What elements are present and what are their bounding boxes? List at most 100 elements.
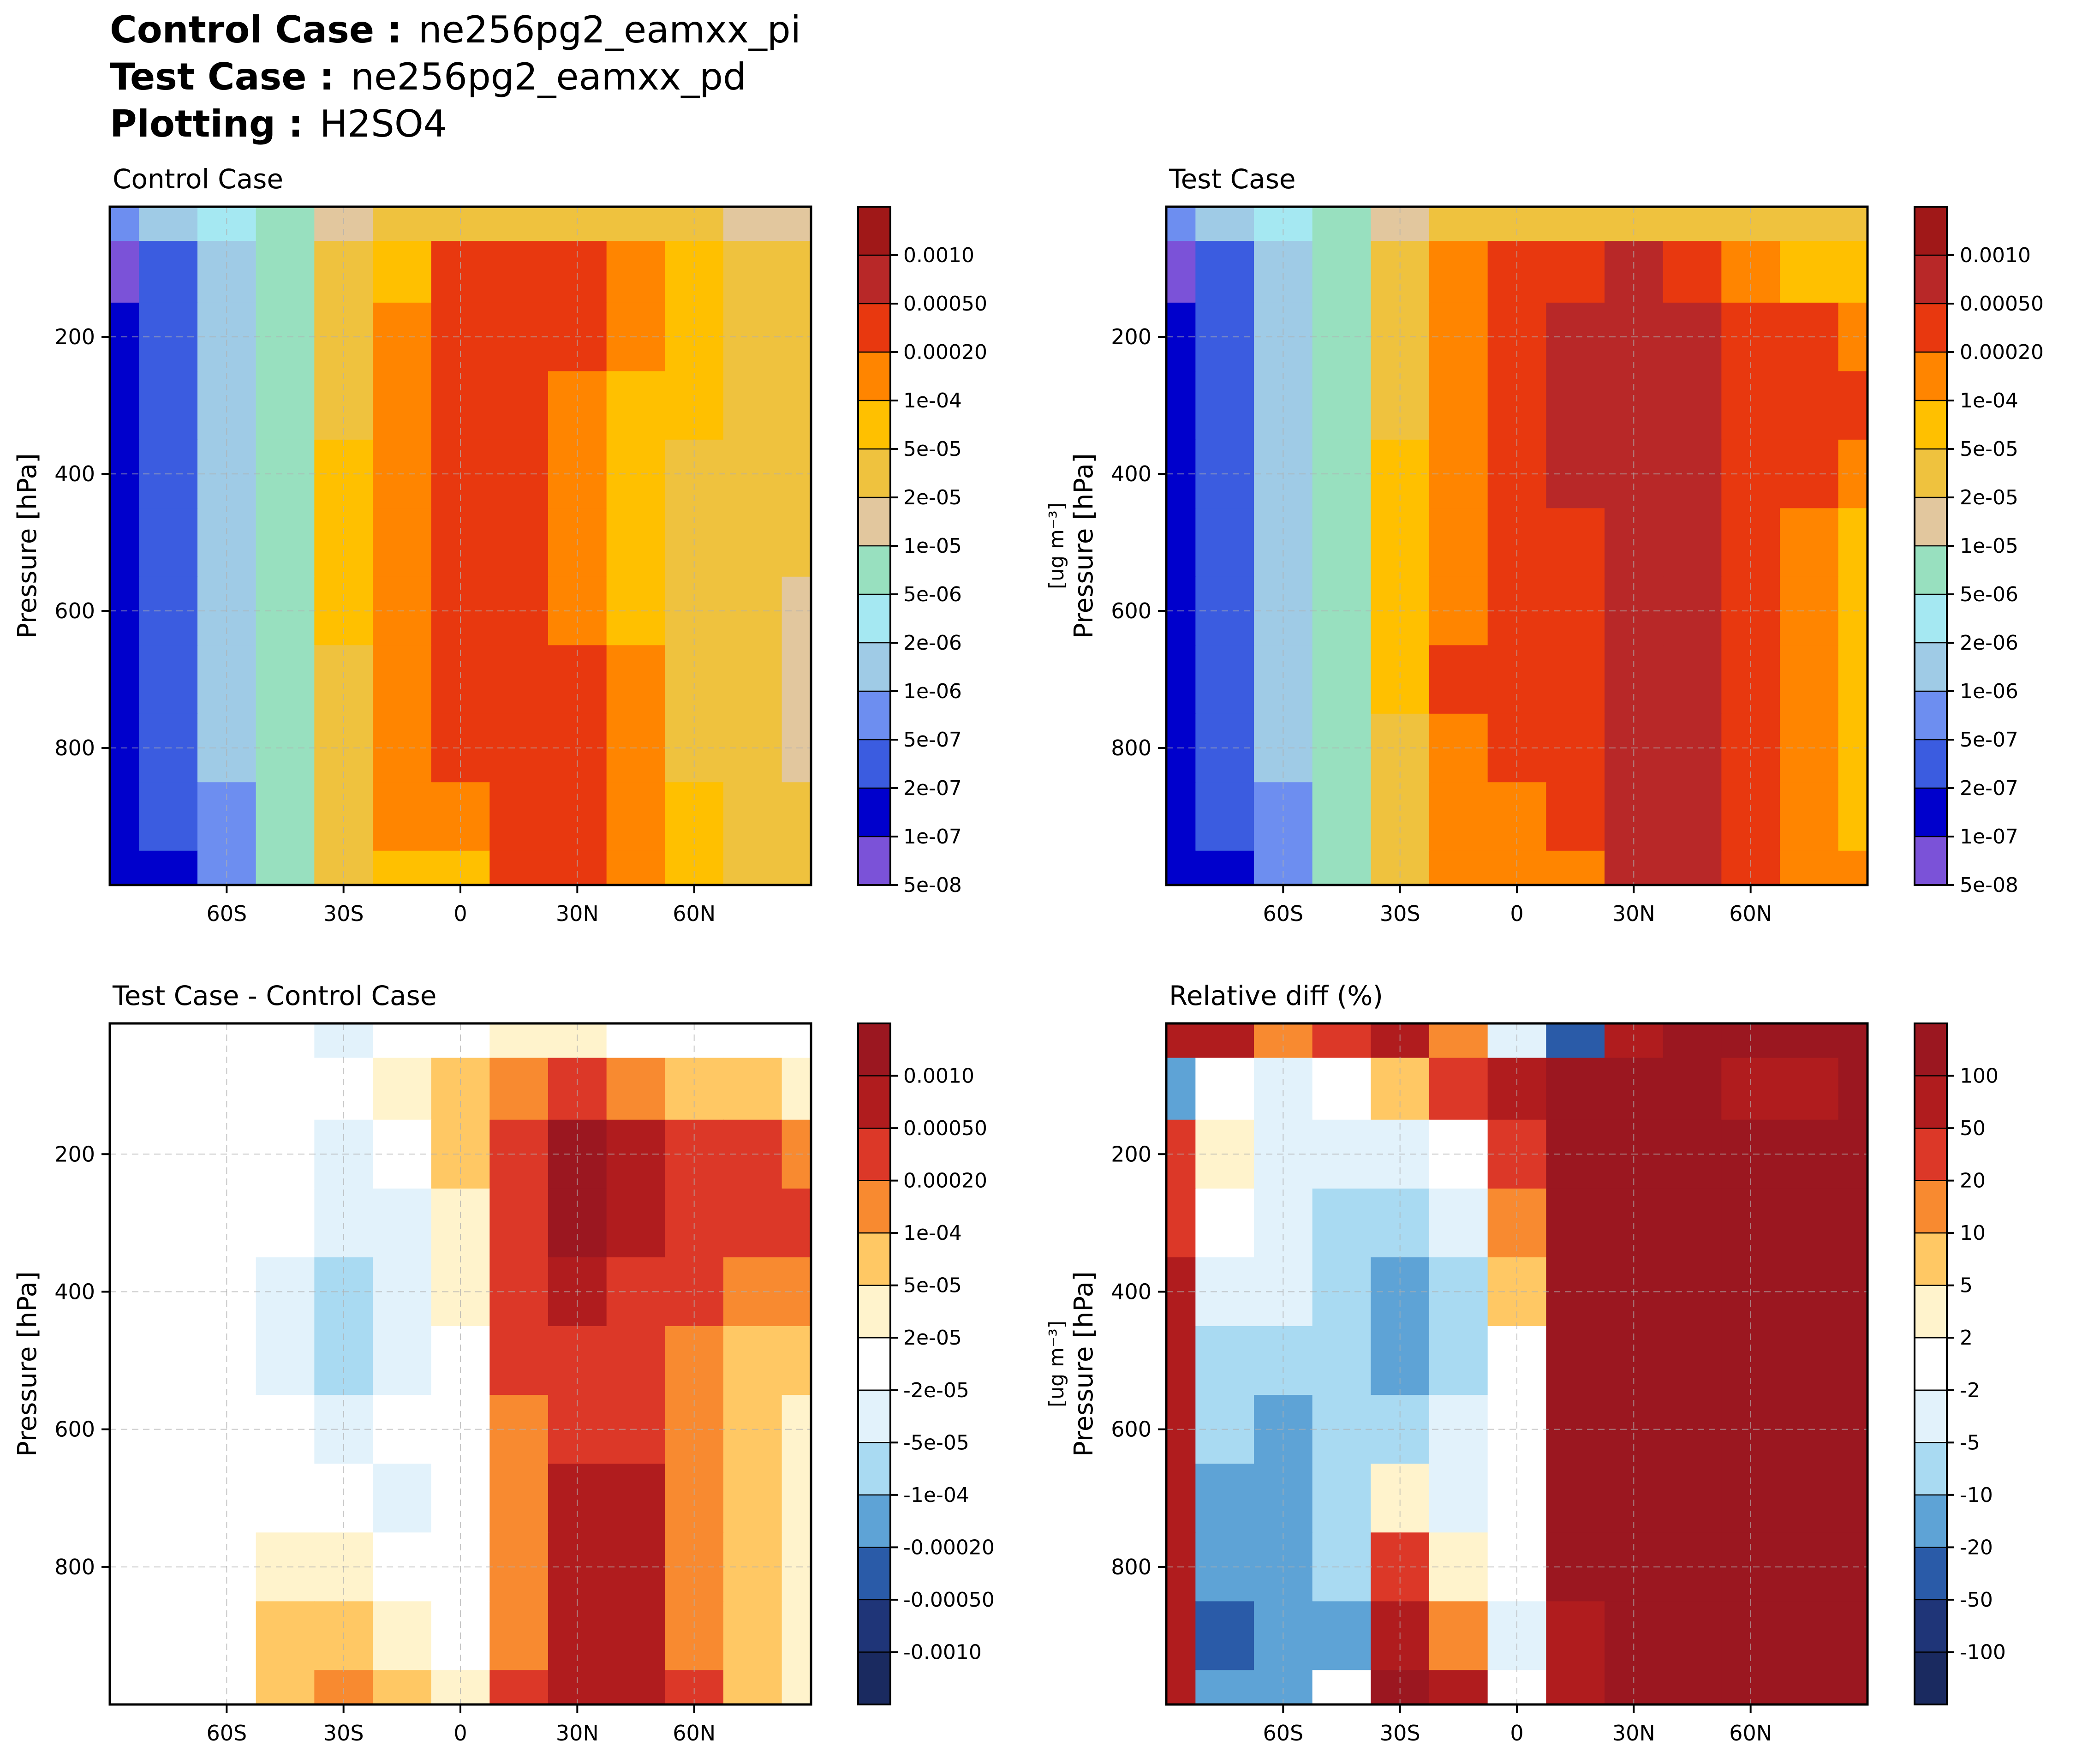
colorbar-tick-label: 5e-07: [1960, 728, 2018, 752]
field-cell: [110, 371, 140, 440]
field-cell: [139, 207, 198, 242]
field-cell: [1312, 1395, 1372, 1464]
y-tick-label: 800: [54, 735, 95, 760]
field-cell: [1371, 1670, 1430, 1704]
field-cell: [665, 1670, 724, 1704]
field-cell: [1780, 207, 1839, 242]
field-cell: [1429, 241, 1488, 303]
x-tick-label: 60S: [206, 901, 247, 926]
field-cell: [548, 645, 607, 714]
colorbar: 0.0010 0.00050 0.00020 1e-04 5e-05 2e-05 -2e-0…: [857, 1022, 1068, 1705]
field-cell: [1721, 1058, 1780, 1120]
field-cell: [723, 508, 782, 577]
field-cell: [373, 241, 432, 303]
field-cell: [373, 1464, 432, 1533]
colorbar-band: [1915, 643, 1947, 692]
colorbar-band: [1915, 497, 1947, 546]
field-cell: [665, 645, 724, 714]
field-cell: [314, 1464, 373, 1533]
field-cell: [256, 1058, 315, 1120]
field-cell: [1254, 645, 1313, 714]
field-cell: [1371, 1464, 1430, 1533]
field-cell: [256, 1188, 315, 1258]
field-cell: [1312, 782, 1372, 851]
field-cell: [606, 1023, 666, 1058]
field-cell: [723, 1601, 782, 1671]
colorbar-band: [858, 546, 890, 595]
field-cell: [1546, 1601, 1605, 1671]
field-cell: [256, 1532, 315, 1602]
field-cell: [1371, 645, 1430, 714]
field-cell: [110, 1188, 140, 1258]
colorbar-band: [1915, 449, 1947, 498]
field-cell: [723, 850, 782, 885]
field-cell: [1487, 850, 1547, 885]
field-cell: [139, 1464, 198, 1533]
field-cell: [256, 1464, 315, 1533]
colorbar-band: [1915, 546, 1947, 595]
field-cell: [373, 1670, 432, 1704]
field-cell: [1721, 302, 1780, 372]
field-cell: [314, 645, 373, 714]
y-tick-label: 800: [54, 1555, 95, 1579]
field-cell: [256, 508, 315, 577]
field-cell: [1487, 1058, 1547, 1120]
field-cell: [723, 207, 782, 242]
field-cell: [1429, 1188, 1488, 1258]
field-cell: [548, 1058, 607, 1120]
colorbar-band: [858, 1599, 890, 1653]
field-cell: [723, 1058, 782, 1120]
field-cell: [1166, 782, 1196, 851]
field-cell: [1166, 1058, 1196, 1120]
colorbar-band: [1915, 207, 1947, 256]
field-cell: [1429, 1464, 1488, 1533]
field-cell: [1721, 850, 1780, 885]
field-cell: [1429, 1058, 1488, 1120]
field-cell: [373, 1601, 432, 1671]
panel-2: Test Case 200 400 600 800 Pressure [hPa] 60S 30…: [1069, 163, 2044, 926]
field-cell: [606, 645, 666, 714]
colorbar-tick-label: -0.0010: [903, 1640, 982, 1664]
field-cell: [1195, 1058, 1254, 1120]
field-cell: [139, 241, 198, 303]
field-cell: [723, 1326, 782, 1395]
field-cell: [1429, 1326, 1488, 1395]
field-cell: [1429, 207, 1488, 242]
colorbar-band: [858, 691, 890, 740]
y-tick-label: 200: [54, 1142, 95, 1166]
control-case-label: Control Case :: [110, 8, 402, 51]
colorbar-tick-label: 50: [1960, 1117, 1986, 1140]
panel-title: Test Case - Control Case: [112, 980, 436, 1011]
field-cell: [139, 1188, 198, 1258]
field-cell: [665, 850, 724, 885]
field-cell: [314, 1058, 373, 1120]
field-cell: [1312, 207, 1372, 242]
field-cell: [782, 645, 811, 714]
field-cell: [606, 508, 666, 577]
field-cell: [606, 1188, 666, 1258]
colorbar-band: [1915, 1076, 1947, 1129]
y-tick-label: 200: [54, 324, 95, 349]
field-cell: [782, 1023, 811, 1058]
field-cell: [1254, 1058, 1313, 1120]
field-cell: [1605, 1670, 1664, 1704]
field-cell: [256, 1119, 315, 1189]
colorbar-tick-label: 0.00050: [903, 1117, 987, 1140]
field-cell: [1166, 850, 1196, 885]
field-cell: [1429, 1601, 1488, 1671]
field-cell: [782, 1058, 811, 1120]
field-cell: [139, 1326, 198, 1395]
colorbar-tick-label: 2: [1960, 1326, 1973, 1350]
field-cell: [1546, 1058, 1605, 1120]
y-axis-label: Pressure [hPa]: [12, 453, 42, 639]
field-cell: [1663, 645, 1722, 714]
colorbar-tick-label: -0.00020: [903, 1536, 995, 1559]
field-cell: [314, 241, 373, 303]
field-cell: [1312, 241, 1372, 303]
colorbar-tick-label: 1e-07: [903, 825, 962, 849]
field-cell: [1312, 1119, 1372, 1189]
field-cell: [431, 241, 490, 303]
colorbar-tick-label: -10: [1960, 1483, 1993, 1507]
field-cell: [256, 1670, 315, 1704]
